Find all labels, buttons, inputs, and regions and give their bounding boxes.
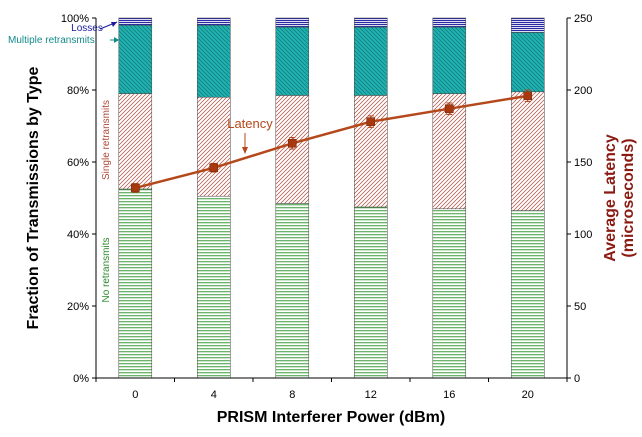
y2-tick-label: 100 <box>574 229 592 241</box>
annotation-no-retransmits: No retransmits <box>101 237 112 302</box>
x-tick-label: 12 <box>365 389 377 401</box>
x-tick-label: 8 <box>289 389 295 401</box>
bar-segment-no-retransmits <box>511 210 545 379</box>
y-tick-label: 20% <box>67 301 89 313</box>
latency-point <box>444 104 454 114</box>
bar-segment-single-retransmits <box>118 93 153 190</box>
x-axis-title: PRISM Interferer Power (dBm) <box>217 409 445 426</box>
latency-point <box>366 117 376 126</box>
latency-point <box>523 91 533 101</box>
annotation-multiple-retransmits: Multiple retransmits <box>8 35 95 46</box>
bar-segment-losses <box>354 17 388 28</box>
annotation-multiple-arrowhead <box>114 37 119 43</box>
bar-segment-no-retransmits <box>354 206 388 379</box>
y-tick-label: 60% <box>67 157 89 169</box>
y2-tick-label: 250 <box>574 13 592 25</box>
y-tick-label: 0% <box>73 373 89 385</box>
y2-axis-title-line1: Average Latency <box>602 134 619 262</box>
y-tick-label: 100% <box>61 13 89 25</box>
y-tick-label: 80% <box>67 85 89 97</box>
y-tick-label: 40% <box>67 229 89 241</box>
annotation-losses-arrowhead <box>111 22 117 27</box>
latency-point <box>287 138 297 148</box>
y2-tick-label: 150 <box>574 157 592 169</box>
bar-segment-losses <box>275 17 310 28</box>
y2-tick-label: 50 <box>574 301 586 313</box>
bar-segment-losses <box>432 17 467 28</box>
latency-line-layer <box>130 89 533 193</box>
x-tick-label: 20 <box>522 389 534 401</box>
annotation-latency-arrowhead <box>242 147 248 154</box>
y2-tick-label: 0 <box>574 373 580 385</box>
annotation-latency: Latency <box>227 116 273 131</box>
bar-segment-multiple-retransmits <box>275 26 310 96</box>
bar-segment-single-retransmits <box>197 96 231 197</box>
bar-segment-no-retransmits <box>432 208 467 379</box>
bar-segment-no-retransmits <box>275 203 310 379</box>
x-tick-label: 0 <box>132 389 138 401</box>
bar-segment-multiple-retransmits <box>432 26 467 94</box>
latency-line <box>134 94 529 190</box>
bar-segment-multiple-retransmits <box>118 24 153 94</box>
annotation-single-retransmits: Single retransmits <box>101 100 112 180</box>
bar-segment-single-retransmits <box>511 91 545 211</box>
bar-segment-no-retransmits <box>197 195 231 379</box>
bar-segment-multiple-retransmits <box>354 26 388 96</box>
y2-tick-label: 200 <box>574 85 592 97</box>
bar-segment-losses <box>511 17 545 33</box>
x-tick-label: 4 <box>211 389 217 401</box>
annotation-losses: Losses <box>71 23 103 34</box>
latency-point <box>209 163 219 173</box>
y2-axis-title-line2: (microseconds) <box>620 138 637 257</box>
y-axis-title: Fraction of Transmissions by Type <box>25 66 42 329</box>
bar-segment-losses <box>197 17 231 26</box>
bars-layer <box>118 17 545 379</box>
latency-point <box>130 183 140 193</box>
axes-layer: 0% 20% 40% 60% 80% 100% 0 50 100 150 200 250 0 4 8 12 16… <box>25 13 637 426</box>
bar-segment-multiple-retransmits <box>197 24 231 98</box>
bar-segment-losses <box>118 17 153 26</box>
bar-segment-multiple-retransmits <box>511 32 545 93</box>
x-tick-label: 16 <box>443 389 455 401</box>
bar-segment-single-retransmits <box>354 95 388 208</box>
bar-segment-no-retransmits <box>118 188 153 379</box>
